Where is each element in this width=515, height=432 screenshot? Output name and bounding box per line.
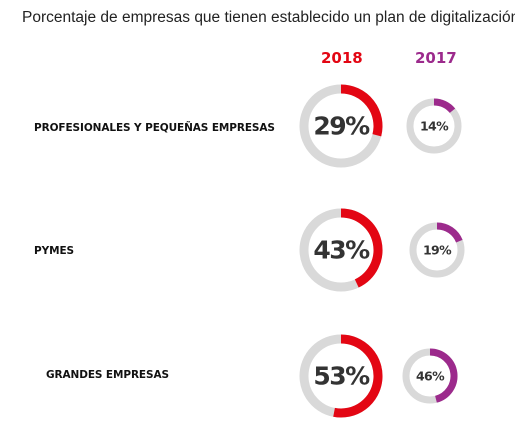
donut-arc-2017-3: [429, 348, 458, 403]
donut-arc-2018-1: [340, 84, 383, 137]
legend-year-2017: 2017: [415, 49, 457, 67]
donut-label-2018-1: 29%: [313, 112, 370, 141]
donut-label-2018-3: 53%: [313, 362, 370, 391]
donut-arc-2017-1: [433, 98, 456, 114]
donut-label-2017-1: 14%: [420, 119, 449, 134]
category-label-grandes-empresas: GRANDES EMPRESAS: [46, 369, 169, 381]
donut-label-2018-2: 43%: [313, 236, 370, 265]
category-label-profesionales: PROFESIONALES Y PEQUEÑAS EMPRESAS: [34, 122, 275, 134]
donut-arc-2018-3: [333, 334, 383, 418]
chart-title: Porcentaje de empresas que tienen establ…: [22, 9, 515, 26]
donut-label-2017-3: 46%: [416, 369, 445, 384]
donut-arc-2017-2: [436, 222, 463, 243]
donut-label-2017-2: 19%: [423, 243, 452, 258]
donut-arc-2018-2: [340, 208, 383, 288]
legend-year-2018: 2018: [321, 49, 363, 67]
category-label-pymes: PYMES: [34, 245, 74, 257]
